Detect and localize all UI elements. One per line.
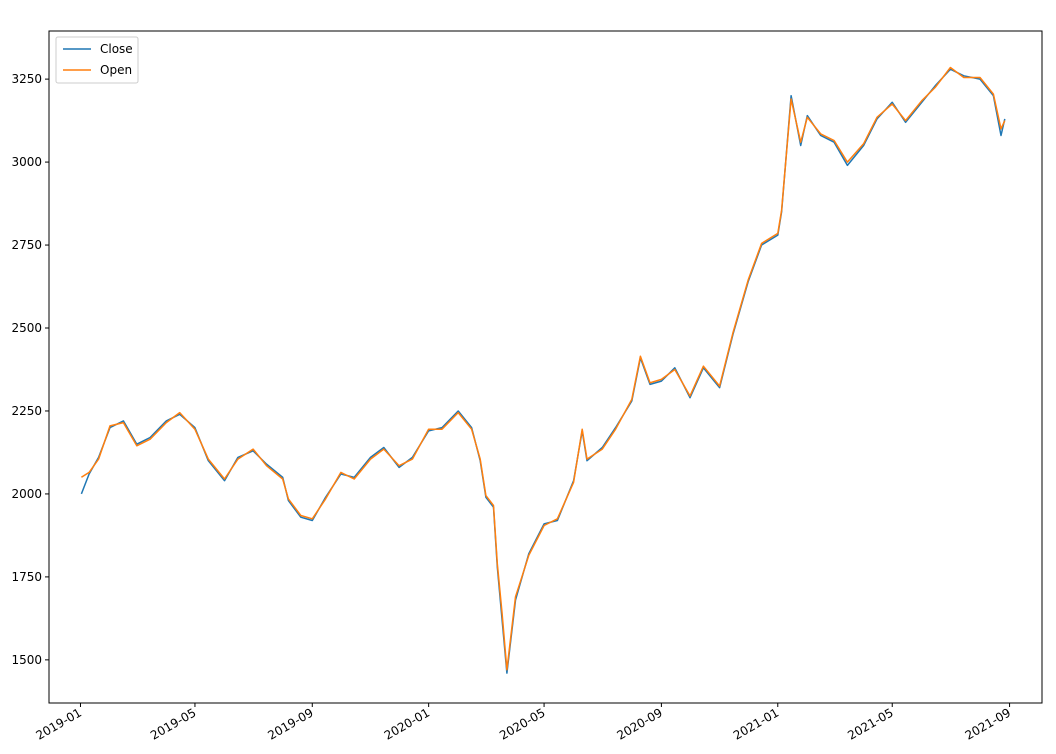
y-tick-label: 3000 bbox=[11, 155, 42, 169]
x-tick-label: 2021-09 bbox=[963, 705, 1013, 742]
axes-frame bbox=[48, 30, 1043, 704]
x-tick-label: 2021-05 bbox=[845, 705, 895, 742]
y-tick-label: 3250 bbox=[11, 72, 42, 86]
x-tick-label: 2021-01 bbox=[731, 705, 781, 742]
x-tick-label: 2019-09 bbox=[265, 705, 315, 742]
x-tick-label: 2019-05 bbox=[148, 705, 198, 742]
x-tick-label: 2020-05 bbox=[497, 705, 547, 742]
legend-label-close: Close bbox=[100, 42, 133, 56]
series-layer bbox=[80, 66, 1006, 674]
legend-label-open: Open bbox=[100, 63, 132, 77]
y-tick-label: 2250 bbox=[11, 404, 42, 418]
series-line-close bbox=[80, 68, 1006, 674]
legend: Close Open bbox=[55, 36, 139, 84]
x-tick-label: 2019-01 bbox=[34, 705, 84, 742]
series-line-open bbox=[80, 66, 1006, 671]
y-axis: 1500 1750 2000 2250 2500 2750 3000 3250 bbox=[11, 72, 49, 667]
y-tick-label: 2750 bbox=[11, 238, 42, 252]
y-tick-label: 2500 bbox=[11, 321, 42, 335]
y-tick-label: 1750 bbox=[11, 570, 42, 584]
y-tick-label: 2000 bbox=[11, 487, 42, 501]
x-tick-label: 2020-09 bbox=[614, 705, 664, 742]
x-axis: 2019-01 2019-05 2019-09 2020-01 2020-05 2020-… bbox=[34, 703, 1013, 743]
x-tick-label: 2020-01 bbox=[382, 705, 432, 742]
y-tick-label: 1500 bbox=[11, 653, 42, 667]
